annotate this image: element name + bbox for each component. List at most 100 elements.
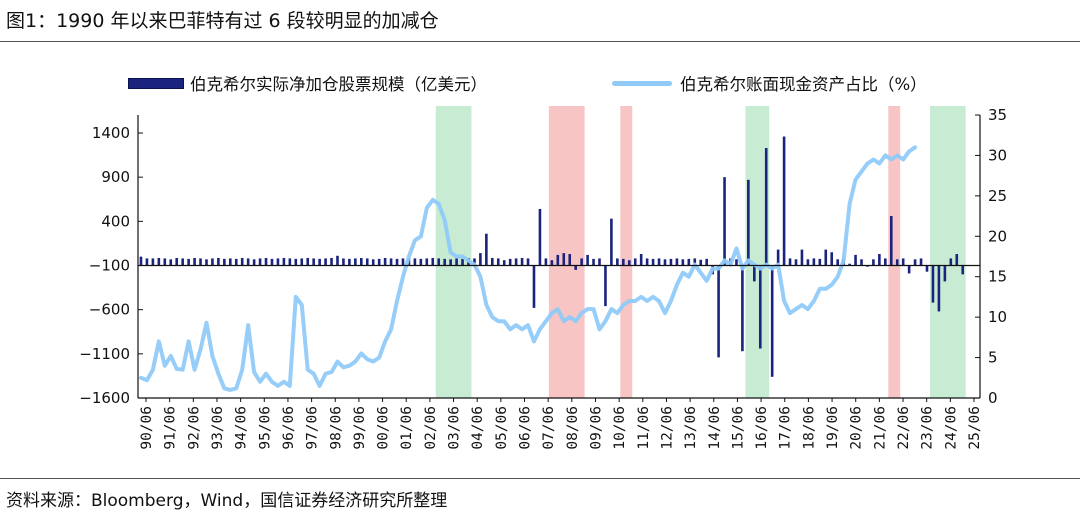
right-tick-label: 10 <box>988 308 1007 326</box>
left-tick-label: 400 <box>101 212 130 230</box>
bar-mark <box>330 257 333 266</box>
x-tick-label: 11/06 <box>636 406 652 450</box>
bar-mark <box>705 258 708 266</box>
bar-mark <box>824 249 828 266</box>
bar-mark <box>306 257 310 266</box>
bar-mark <box>907 265 911 274</box>
bar-mark <box>627 260 631 266</box>
bar-mark <box>401 258 405 266</box>
chart: 1400 900 400 −100 −600 −1100 −1600 35 30 25 20 15 10… <box>79 106 1007 450</box>
axes <box>137 114 981 402</box>
bar-mark <box>556 254 560 266</box>
x-tick-label: 91/06 <box>163 406 179 450</box>
legend-item-line: 伯克希尔账面现金资产占比（%） <box>612 71 927 95</box>
x-tick-label: 10/06 <box>612 406 628 450</box>
x-tick-label: 23/06 <box>920 406 936 450</box>
bar-mark <box>681 259 685 266</box>
bar-mark <box>812 258 816 266</box>
bottom-rule <box>0 478 1080 479</box>
bar-mark <box>616 258 619 266</box>
bar-mark <box>193 257 196 266</box>
x-tick-label: 25/06 <box>967 406 983 450</box>
x-tick-label: 17/06 <box>778 406 794 450</box>
bar-mark <box>669 258 673 266</box>
source-note: 资料来源：Bloomberg，Wind，国信证券经济研究所整理 <box>6 491 448 511</box>
legend-item-bars: 伯克希尔实际净加仓股票规模（亿美元） <box>128 71 487 95</box>
bar-mark <box>217 257 220 266</box>
bar-mark <box>228 258 232 266</box>
bar-mark <box>878 254 881 266</box>
bar-mark <box>562 253 566 266</box>
bar-mark <box>342 258 345 266</box>
x-tick-label: 12/06 <box>659 406 675 450</box>
bar-mark <box>544 258 548 266</box>
bar-mark <box>145 258 149 266</box>
bar-mark <box>223 258 226 266</box>
bar-mark <box>550 260 554 266</box>
bar-mark <box>931 265 935 303</box>
bar-mark <box>437 258 441 266</box>
bar-mark <box>818 258 822 266</box>
bar-mark <box>574 265 577 270</box>
bar-mark <box>246 258 250 266</box>
bar-mark <box>294 258 298 266</box>
bar-mark <box>139 256 143 266</box>
bar-mark <box>735 259 738 266</box>
x-tick-label: 99/06 <box>352 406 368 450</box>
bar-mark <box>157 257 161 266</box>
bar-mark <box>723 177 726 266</box>
right-tick-label: 0 <box>988 389 998 407</box>
bar-mark <box>443 258 446 266</box>
x-tick-label: 19/06 <box>825 406 841 450</box>
bar-mark <box>788 258 792 266</box>
bar-mark <box>758 265 762 349</box>
legend-label-bars: 伯克希尔实际净加仓股票规模（亿美元） <box>190 75 487 94</box>
bar-mark <box>854 254 857 266</box>
bar-mark <box>461 258 464 266</box>
bar-mark <box>782 136 786 266</box>
x-tick-label: 97/06 <box>305 406 321 450</box>
bar-mark <box>753 265 756 282</box>
x-tick-label: 96/06 <box>281 406 297 450</box>
bar-mark <box>348 258 351 266</box>
bar-mark <box>598 258 601 266</box>
bar-mark <box>187 258 190 266</box>
bar-mark <box>657 258 661 266</box>
bar-mark <box>234 258 238 266</box>
bar-mark <box>925 265 929 272</box>
bar-mark <box>324 258 327 266</box>
bar-mark <box>389 258 393 266</box>
x-tick-label: 90/06 <box>139 406 155 450</box>
bar-mark <box>514 258 518 266</box>
bar-mark <box>175 257 179 266</box>
bar-mark <box>508 258 512 266</box>
x-tick-label: 24/06 <box>943 406 959 450</box>
bar-mark <box>491 257 494 266</box>
bar-mark <box>354 258 357 266</box>
x-tick-label: 04/06 <box>470 406 486 450</box>
legend-line-swatch <box>612 80 672 86</box>
bar-mark <box>937 265 941 312</box>
x-tick-label: 98/06 <box>328 406 344 450</box>
bar-mark <box>764 148 768 266</box>
bar-mark <box>419 258 423 266</box>
x-tick-label: 93/06 <box>210 406 226 450</box>
bar-mark <box>395 258 399 266</box>
bar-mark <box>199 258 202 266</box>
x-tick-label: 07/06 <box>541 406 557 450</box>
bar-mark <box>800 249 804 266</box>
bar-mark <box>836 259 839 266</box>
bar-mark <box>312 258 315 266</box>
x-tick-label: 20/06 <box>849 406 865 450</box>
bar-mark <box>675 258 679 266</box>
line-series <box>139 145 918 392</box>
bar-mark <box>651 258 655 266</box>
bar-mark <box>568 254 572 266</box>
bar-mark <box>586 254 589 266</box>
bar-mark <box>240 257 244 266</box>
bar-mark <box>365 258 369 266</box>
bar-mark <box>520 257 524 266</box>
bar-mark <box>270 258 274 266</box>
bar-mark <box>169 259 173 266</box>
bar-mark <box>580 258 583 266</box>
